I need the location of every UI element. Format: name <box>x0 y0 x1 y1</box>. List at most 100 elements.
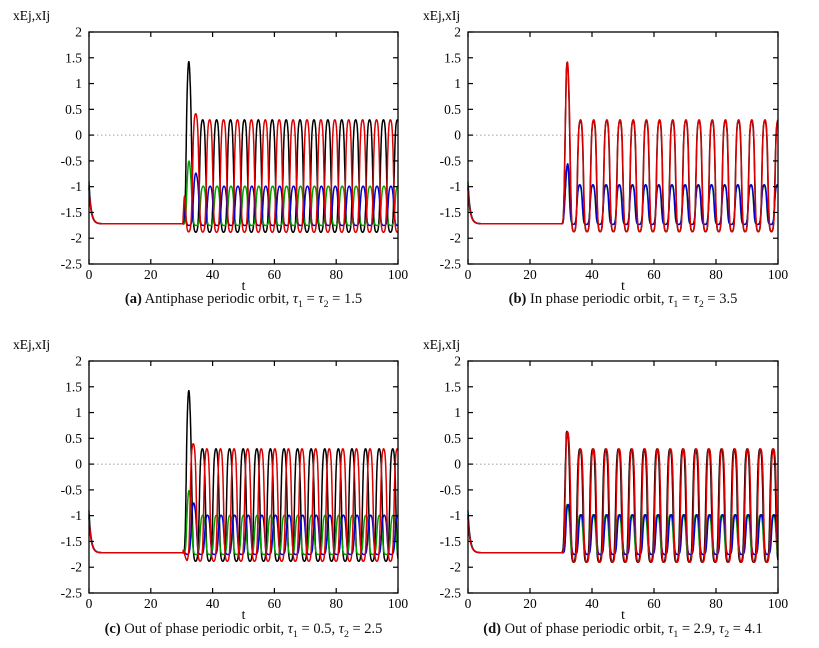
caption-text: = 1.5 <box>328 291 363 307</box>
y-tick-label: -2.5 <box>440 586 462 601</box>
y-tick-label: 0.5 <box>444 431 461 446</box>
y-tick-label: 1.5 <box>65 50 82 65</box>
y-tick-label: -2 <box>450 231 461 246</box>
caption-d: (d) Out of phase periodic orbit, τ1 = 2.… <box>483 621 762 640</box>
caption-text: = 2.5 <box>348 621 383 637</box>
caption-text: τ <box>668 621 674 637</box>
plot-canvas-b: 0 20 40 60 80 100 2 1.5 1 0.5 0 -0.5 -1 -1.5 -2 -2.5 xEj… <box>423 8 789 293</box>
caption-text: (d) <box>483 621 501 637</box>
x-tick-label: 60 <box>647 596 661 611</box>
x-tick-label: 20 <box>144 267 158 282</box>
x-tick-label: 20 <box>523 596 537 611</box>
caption-text: = 2.9, <box>678 621 720 637</box>
plot-frame <box>467 31 779 265</box>
y-tick-label: 1 <box>75 405 82 420</box>
series-red <box>467 61 779 233</box>
y-tick-label: -0.5 <box>61 482 83 497</box>
y-tick-label: 1.5 <box>65 379 82 394</box>
caption-text: τ <box>693 291 699 307</box>
x-tick-label: 40 <box>585 267 599 282</box>
caption-text: τ <box>287 621 293 637</box>
x-tick-label: 0 <box>465 267 472 282</box>
x-axis-label: t <box>242 278 246 293</box>
y-axis-label: xEj,xIj <box>13 8 50 23</box>
y-tick-label: 0 <box>75 128 82 143</box>
series-red <box>88 443 399 562</box>
y-tick-label: 0 <box>75 457 82 472</box>
y-tick-label: -1 <box>450 508 461 523</box>
x-tick-label: 80 <box>709 267 723 282</box>
y-tick-label: 1 <box>454 405 461 420</box>
caption-text: = 4.1 <box>729 621 763 637</box>
caption-text: Out of phase periodic orbit, <box>500 621 669 637</box>
caption-text: 2 <box>724 628 730 640</box>
caption-c: (c) Out of phase periodic orbit, τ1 = 0.… <box>105 621 383 640</box>
y-tick-label: -1.5 <box>440 205 462 220</box>
x-tick-label: 40 <box>585 596 599 611</box>
y-tick-label: 2 <box>75 354 82 369</box>
caption-text: (a) <box>124 291 142 307</box>
caption-text: (c) <box>104 621 121 637</box>
y-tick-label: -1.5 <box>61 534 83 549</box>
caption-text: τ <box>338 621 344 637</box>
y-tick-label: 1.5 <box>444 50 461 65</box>
x-tick-label: 60 <box>647 267 661 282</box>
x-tick-label: 100 <box>388 596 409 611</box>
subplot-d: 0 20 40 60 80 100 2 1.5 1 0.5 0 -0.5 -1 -1.5 -2 -2.5 xEj… <box>410 330 819 648</box>
plot-frame <box>467 360 779 594</box>
caption-text: = <box>302 291 319 307</box>
caption-text: τ <box>318 291 324 307</box>
x-axis-label: t <box>621 607 625 622</box>
caption-text: τ <box>292 291 299 307</box>
plot-canvas-d: 0 20 40 60 80 100 2 1.5 1 0.5 0 -0.5 -1 -1.5 -2 -2.5 xEj… <box>423 337 788 622</box>
y-tick-label: -1.5 <box>440 534 462 549</box>
caption-text: In phase periodic orbit, <box>526 291 669 307</box>
caption-text: τ <box>668 291 674 307</box>
plot-frame <box>88 31 399 265</box>
x-tick-label: 20 <box>144 596 158 611</box>
y-tick-label: 0.5 <box>65 102 82 117</box>
plot-frame <box>88 360 399 594</box>
caption-text: 1 <box>293 628 298 640</box>
y-tick-label: -0.5 <box>61 153 83 168</box>
x-tick-label: 40 <box>206 267 220 282</box>
y-tick-label: 1.5 <box>444 379 461 394</box>
subplot-c: 0 20 40 60 80 100 2 1.5 1 0.5 0 -0.5 -1 -1.5 -2 -2.5 xEj… <box>0 330 410 648</box>
y-tick-label: 2 <box>454 354 461 369</box>
caption-text: τ <box>719 621 725 637</box>
x-tick-label: 40 <box>206 596 220 611</box>
x-tick-label: 20 <box>523 267 537 282</box>
x-tick-label: 80 <box>329 596 343 611</box>
y-tick-label: -2 <box>71 231 82 246</box>
caption-a: (a) Antiphase periodic orbit, τ1 = τ2 = … <box>125 291 362 310</box>
plot-canvas-a: 0 20 40 60 80 100 2 1.5 1 0.5 0 -0.5 -1 -1.5 -2 -2.5 xEj… <box>13 8 408 293</box>
y-axis-label: xEj,xIj <box>423 8 460 23</box>
x-tick-label: 100 <box>768 267 789 282</box>
y-tick-label: -0.5 <box>440 482 462 497</box>
x-tick-label: 0 <box>86 267 93 282</box>
caption-text: 2 <box>343 628 349 640</box>
x-tick-label: 0 <box>86 596 93 611</box>
y-tick-label: 1 <box>454 76 461 91</box>
y-tick-label: 0.5 <box>65 431 82 446</box>
y-tick-label: -1 <box>71 508 82 523</box>
caption-text: 2 <box>323 298 329 310</box>
series-red <box>467 431 779 563</box>
y-tick-label: -1.5 <box>61 205 83 220</box>
y-tick-label: -1 <box>71 179 82 194</box>
subplot-b: 0 20 40 60 80 100 2 1.5 1 0.5 0 -0.5 -1 -1.5 -2 -2.5 xEj… <box>410 0 819 324</box>
plot-canvas-c: 0 20 40 60 80 100 2 1.5 1 0.5 0 -0.5 -1 -1.5 -2 -2.5 xEj… <box>13 337 409 622</box>
y-tick-label: 0 <box>454 457 461 472</box>
caption-text: 2 <box>698 298 704 310</box>
caption-b: (b) In phase periodic orbit, τ1 = τ2 = 3… <box>509 291 738 310</box>
caption-text: Antiphase periodic orbit, <box>141 291 293 307</box>
y-tick-label: 0.5 <box>444 102 461 117</box>
x-tick-label: 0 <box>465 596 472 611</box>
caption-text: = <box>678 291 694 307</box>
y-tick-label: -0.5 <box>440 153 462 168</box>
x-axis-label: t <box>242 607 246 622</box>
caption-text: = 0.5, <box>297 621 339 637</box>
caption-text: Out of phase periodic orbit, <box>120 621 288 637</box>
subplot-a: 0 20 40 60 80 100 2 1.5 1 0.5 0 -0.5 -1 -1.5 -2 -2.5 xEj… <box>0 0 410 324</box>
x-tick-label: 60 <box>268 267 282 282</box>
